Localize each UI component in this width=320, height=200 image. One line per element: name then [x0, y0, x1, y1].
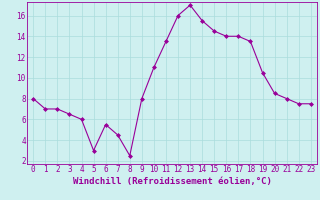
X-axis label: Windchill (Refroidissement éolien,°C): Windchill (Refroidissement éolien,°C) — [73, 177, 271, 186]
